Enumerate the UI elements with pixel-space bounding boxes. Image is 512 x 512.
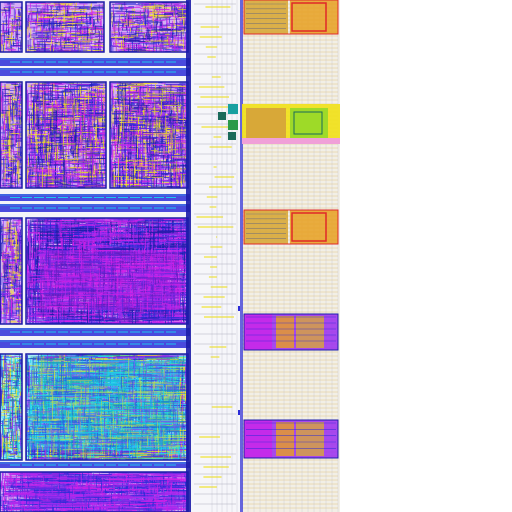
routing-channel-layer — [191, 0, 243, 512]
macro-blocks-layer — [0, 0, 191, 512]
pad-1 — [218, 112, 226, 120]
pad-4 — [228, 132, 236, 140]
standard-cell-column-layer — [240, 0, 340, 512]
pad-2 — [228, 104, 238, 114]
pad-3 — [228, 120, 238, 130]
